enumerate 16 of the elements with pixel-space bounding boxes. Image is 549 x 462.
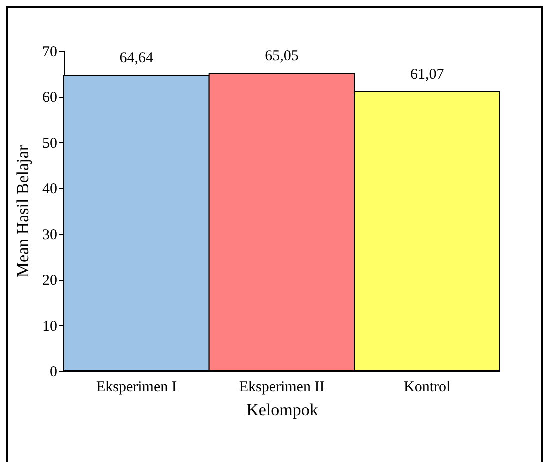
data-label: 61,07 [410,66,445,83]
x-axis-title: Kelompok [246,400,319,420]
y-tick-label: 20 [42,273,58,290]
y-tick-label: 50 [42,136,58,152]
y-tick-label: 40 [42,182,58,198]
y-axis-title: Mean Hasil Belajar [14,145,32,278]
y-tick-label: 60 [42,90,58,106]
x-tick-label: Eksperimen I [96,380,177,396]
y-tick-label: 70 [42,44,58,60]
x-tick-label: Eksperimen II [239,380,325,396]
y-tick-label: 30 [42,227,58,244]
data-label: 65,05 [265,48,299,65]
y-tick-label: 0 [50,364,58,380]
data-label: 64,64 [120,50,154,67]
x-tick-label: Kontrol [404,380,451,396]
y-tick-label: 10 [42,318,58,335]
